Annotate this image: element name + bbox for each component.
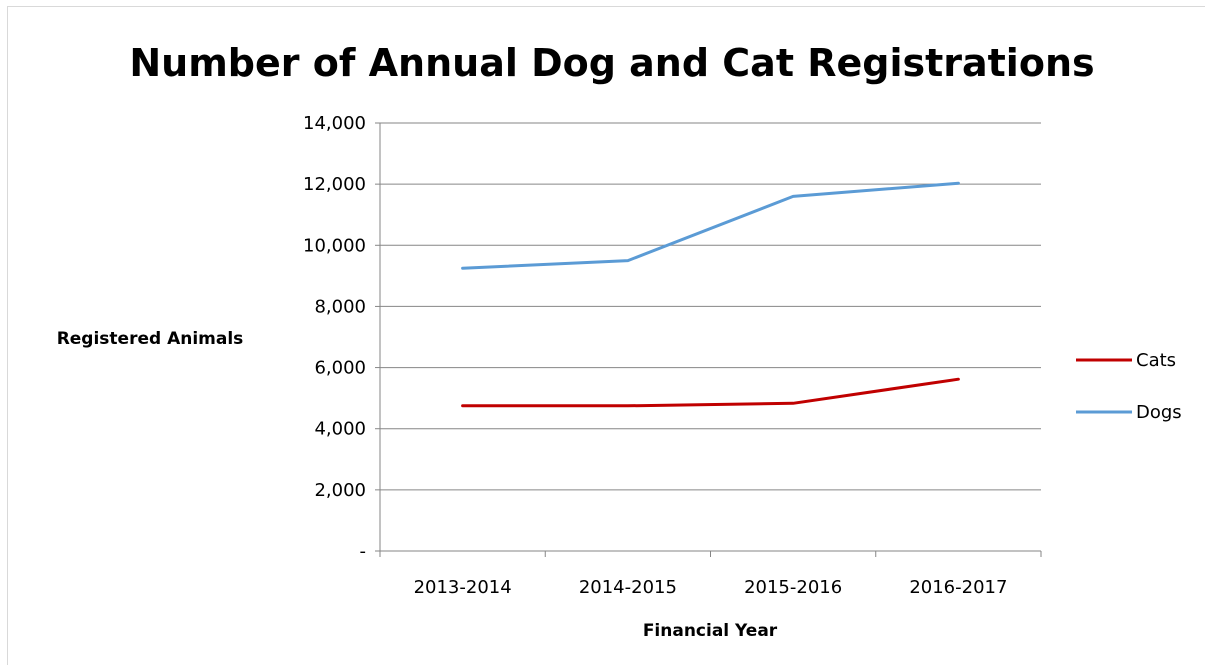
series-lines — [461, 181, 960, 408]
x-tick-label: 2015-2016 — [744, 577, 842, 598]
y-axis-tick-labels: - 2,000 4,000 6,000 8,000 10,000 12,000 14,000 — [303, 113, 366, 562]
y-tick-label: 10,000 — [303, 235, 366, 256]
legend-label-dogs: Dogs — [1136, 402, 1182, 423]
x-tick-label: 2016-2017 — [909, 577, 1007, 598]
chart-title: Number of Annual Dog and Cat Registratio… — [129, 41, 1094, 85]
y-axis-title: Registered Animals — [57, 329, 244, 349]
y-tick-label: - — [360, 541, 367, 562]
y-tick-label: 12,000 — [303, 174, 366, 195]
x-axis-tick-labels: 2013-2014 2014-2015 2015-2016 2016-2017 — [414, 577, 1008, 598]
gridlines — [380, 122, 1041, 491]
y-tick-label: 2,000 — [314, 480, 366, 501]
x-tick-label: 2013-2014 — [414, 577, 512, 598]
y-tick-label: 4,000 — [314, 419, 366, 440]
chart-frame — [7, 6, 1205, 665]
series-line-cats — [461, 377, 960, 408]
y-tick-label: 6,000 — [314, 358, 366, 379]
axes — [375, 122, 1042, 557]
legend: Cats Dogs — [1076, 350, 1182, 423]
series-line-dogs — [461, 181, 960, 270]
x-axis-title: Financial Year — [643, 621, 778, 641]
legend-label-cats: Cats — [1136, 350, 1176, 371]
x-tick-label: 2014-2015 — [579, 577, 677, 598]
y-tick-label: 8,000 — [314, 296, 366, 317]
y-tick-label: 14,000 — [303, 113, 366, 134]
